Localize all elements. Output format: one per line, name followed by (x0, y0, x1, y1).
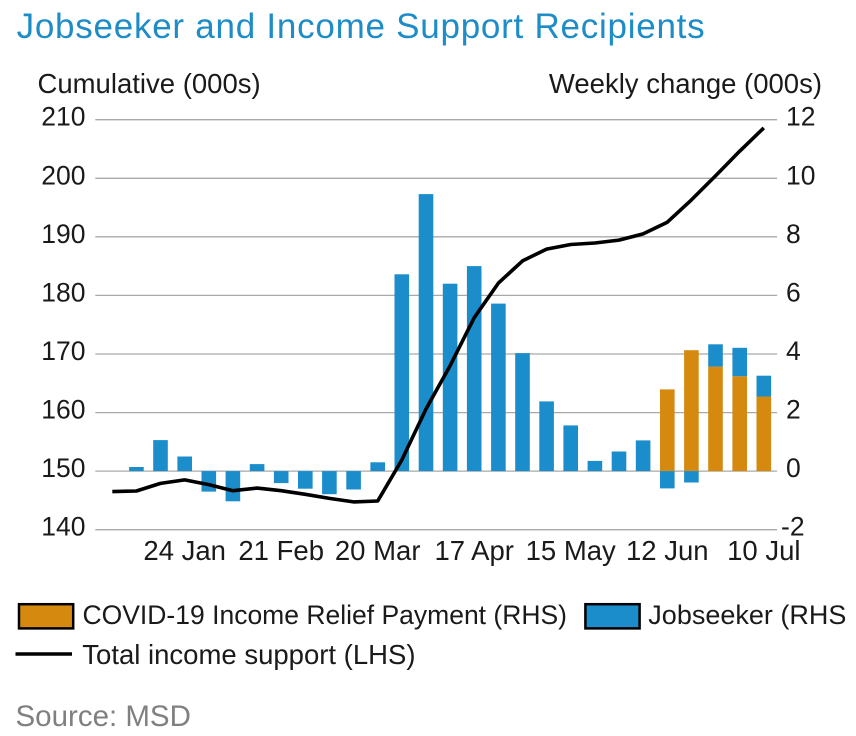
svg-text:160: 160 (41, 395, 85, 425)
svg-text:210: 210 (41, 102, 85, 132)
svg-text:190: 190 (41, 219, 85, 249)
svg-text:17 Apr: 17 Apr (434, 535, 514, 566)
svg-text:200: 200 (41, 160, 85, 190)
svg-text:8: 8 (786, 219, 801, 249)
svg-text:170: 170 (41, 336, 85, 366)
svg-text:140: 140 (41, 512, 85, 542)
svg-text:15 May: 15 May (526, 535, 616, 566)
svg-text:COVID-19 Income Relief Payment: COVID-19 Income Relief Payment (RHS) (83, 600, 568, 630)
svg-text:24 Jan: 24 Jan (143, 535, 226, 566)
svg-text:6: 6 (786, 277, 801, 307)
svg-text:Weekly change (000s): Weekly change (000s) (549, 68, 822, 99)
svg-text:-2: -2 (781, 512, 805, 542)
svg-text:12: 12 (786, 102, 815, 132)
svg-text:180: 180 (41, 277, 85, 307)
svg-text:21 Feb: 21 Feb (238, 535, 324, 566)
svg-text:Source: MSD: Source: MSD (16, 700, 191, 733)
svg-text:Jobseeker (RHS: Jobseeker (RHS (648, 600, 846, 630)
svg-text:2: 2 (786, 395, 801, 425)
svg-text:Total income support (LHS): Total income support (LHS) (82, 639, 415, 670)
svg-text:150: 150 (41, 453, 85, 483)
svg-text:20 Mar: 20 Mar (335, 535, 421, 566)
svg-text:4: 4 (786, 336, 801, 366)
svg-text:0: 0 (786, 453, 801, 483)
svg-text:12 Jun: 12 Jun (626, 535, 709, 566)
svg-text:10: 10 (786, 160, 815, 190)
svg-text:Jobseeker and Income Support R: Jobseeker and Income Support Recipients (17, 7, 706, 46)
svg-text:10 Jul: 10 Jul (727, 535, 800, 566)
svg-text:Cumulative (000s): Cumulative (000s) (38, 68, 261, 99)
